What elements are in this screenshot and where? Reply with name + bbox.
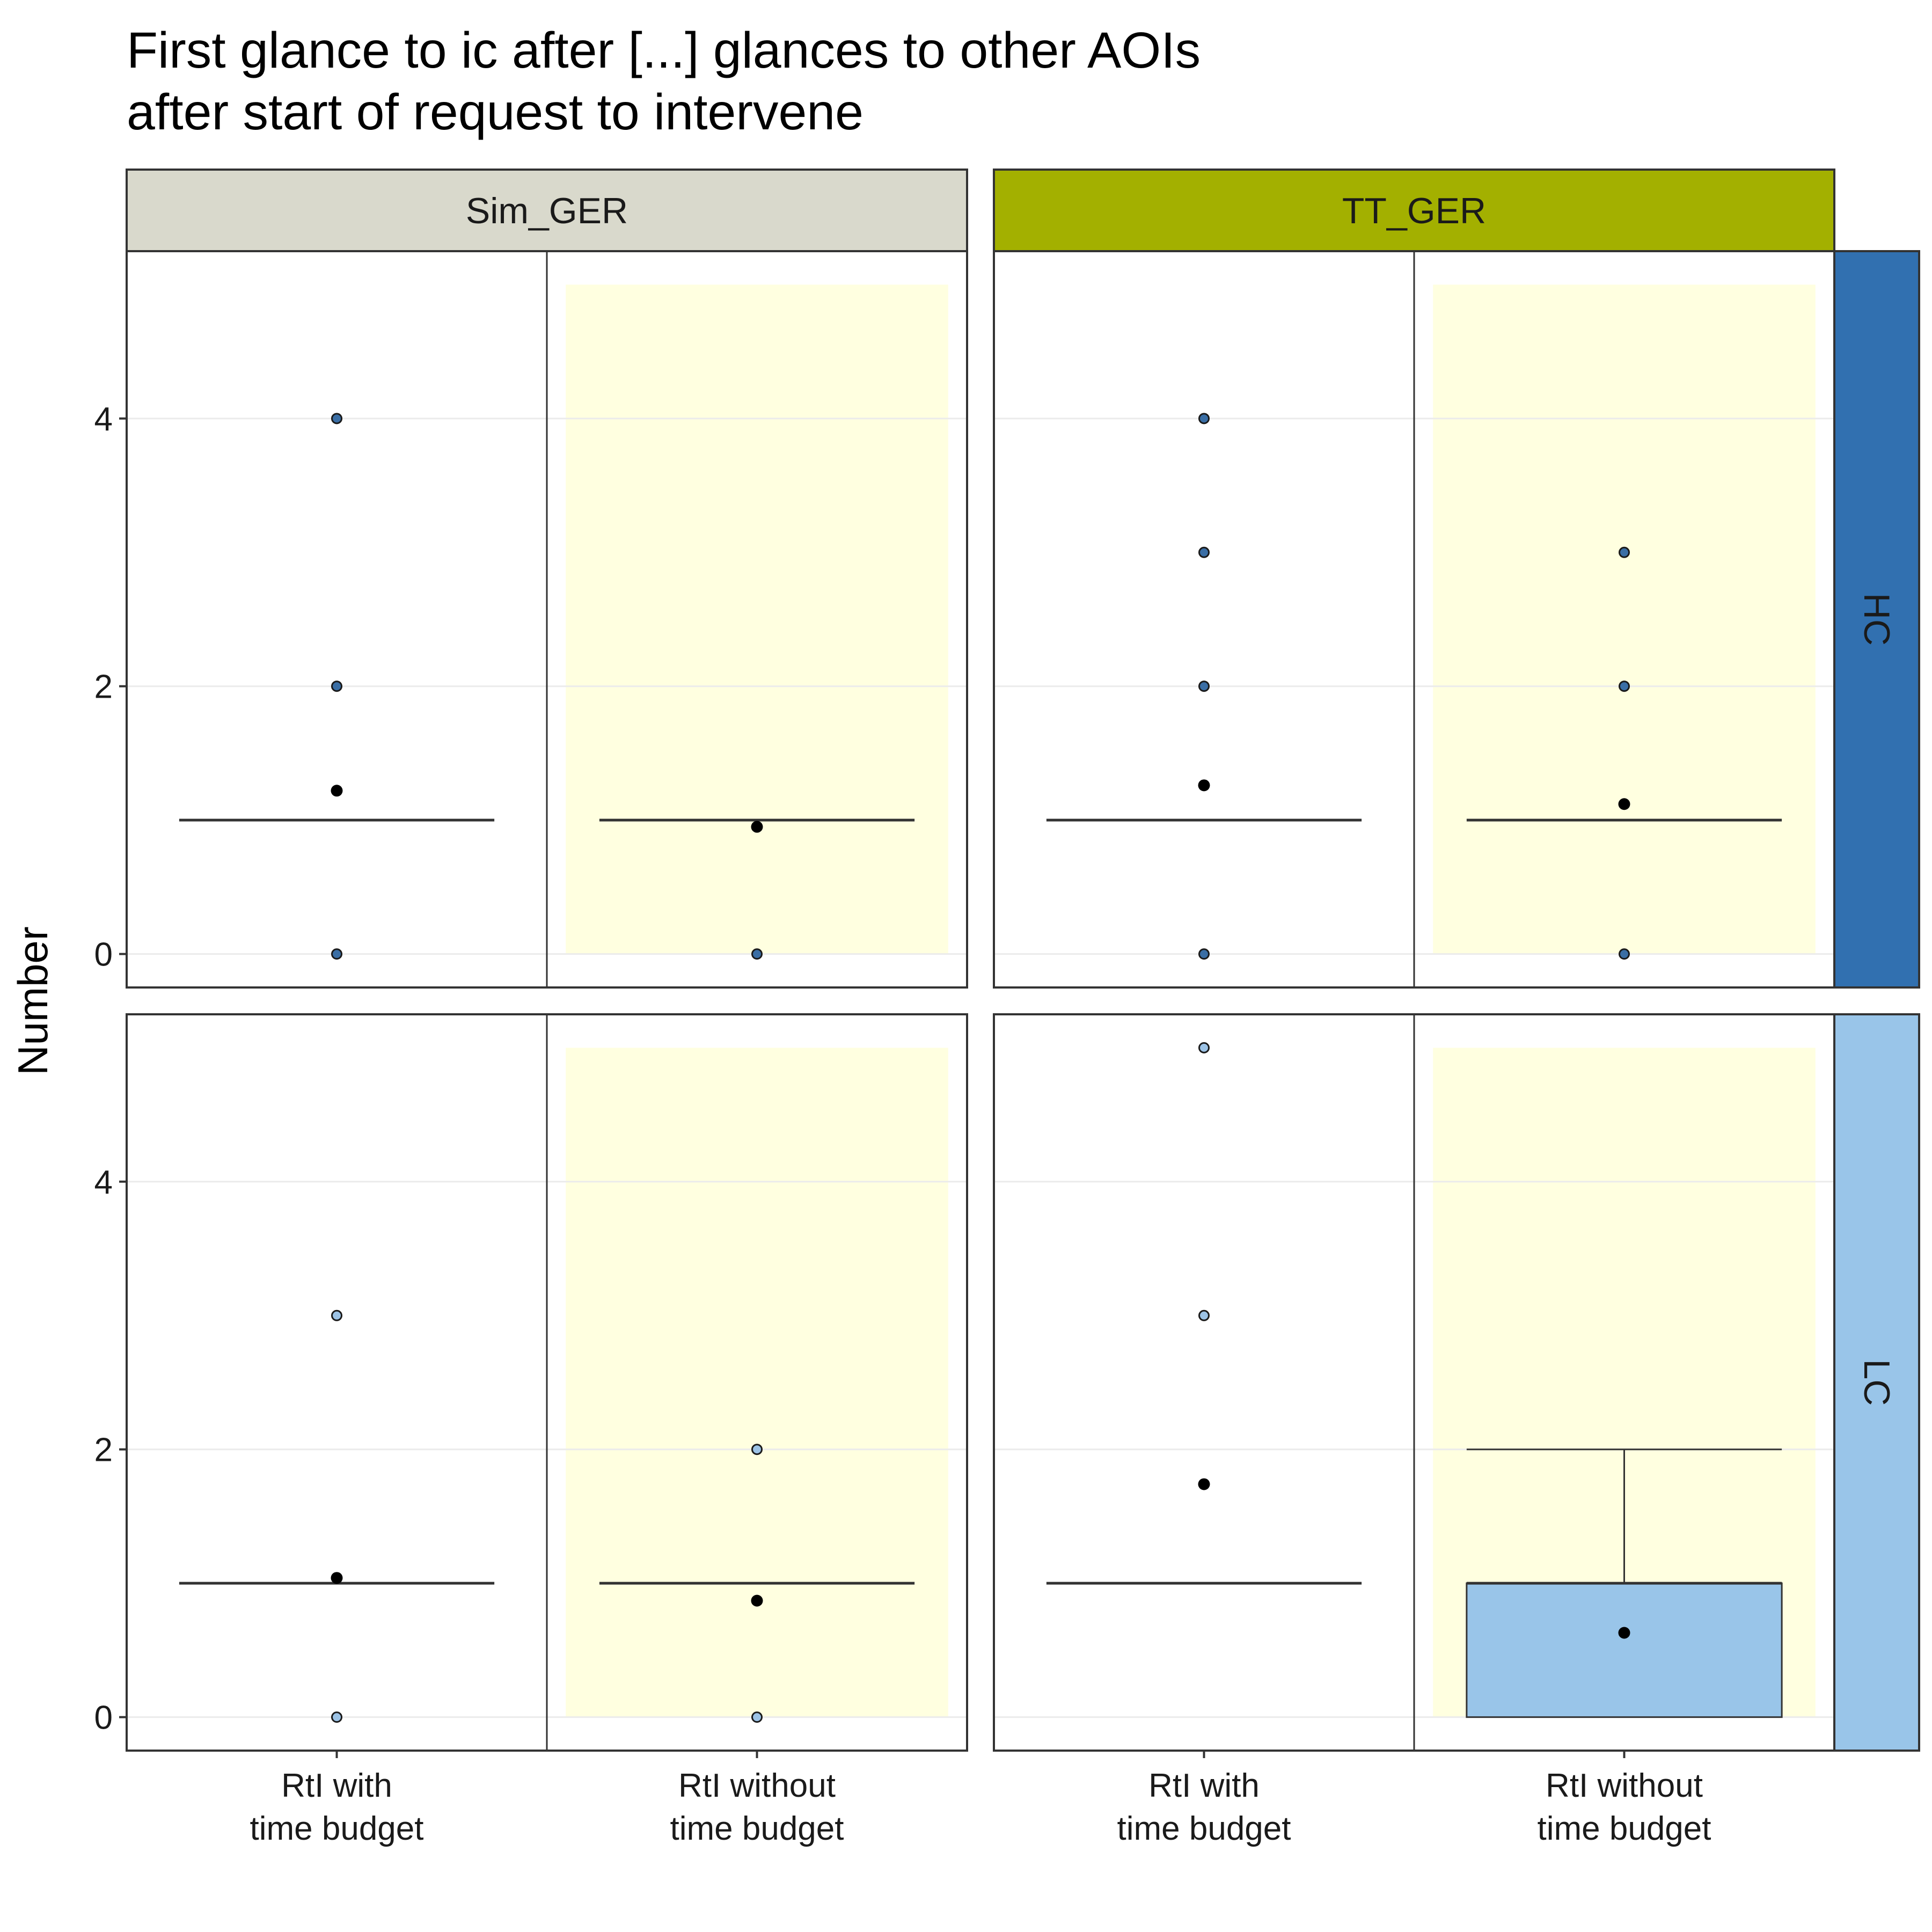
box-with-time-budget [179,413,495,960]
x-tick-label: time budget [1538,1810,1711,1847]
box-with-time-budget [1046,413,1362,960]
outlier-point [1619,546,1630,558]
mean-point [1618,798,1630,810]
strip-TT_GER [993,169,1835,252]
box-with-time-budget [179,1309,495,1723]
mean-point [1618,1627,1630,1639]
panel-Sim_GER-HC [126,250,968,989]
y-tick-label: 4 [94,1164,113,1201]
outlier-point [1198,1042,1210,1053]
outlier-point [1619,680,1630,692]
outlier-point [331,948,342,960]
outlier-point [331,1711,342,1723]
strip-label-TT_GER: TT_GER [1342,191,1486,231]
box-without-time-budget [599,1444,915,1723]
chart-title-line-2: after start of request to intervene [127,84,863,141]
box-without-time-budget [599,818,915,960]
outlier-point [1198,546,1210,558]
y-tick-label: 0 [94,1700,113,1737]
highlight-band [566,284,948,954]
highlight-band [1433,284,1816,954]
y-tick-label: 2 [94,1432,113,1469]
x-tick-label: time budget [1117,1810,1291,1847]
mean-point [1198,779,1210,792]
y-tick-label: 0 [94,936,113,974]
mean-point [331,785,343,797]
y-axis-title: Number [9,926,56,1075]
outlier-point [331,680,342,692]
outlier-point [1198,1309,1210,1321]
y-tick-label: 2 [94,669,113,706]
outlier-point [751,1444,763,1455]
plot-area: Sim_GER TT_GER HC LC 0 2 4 0 2 4 RtI with time budg… [9,169,1920,1847]
strip-HC [1833,250,1920,989]
x-tick-label: RtI without [1546,1767,1703,1804]
strip-LC [1833,1013,1920,1752]
outlier-point [1198,948,1210,960]
panel-TT_GER-HC [993,250,1835,989]
mean-point [1198,1478,1210,1490]
x-tick-label: RtI with [281,1767,392,1804]
box-without-time-budget [1466,1448,1783,1718]
outlier-point [1619,948,1630,960]
strip-label-LC: LC [1856,1359,1897,1406]
mean-point [331,1572,343,1584]
outlier-point [1198,680,1210,692]
box-without-time-budget [1466,546,1782,960]
y-tick-label: 4 [94,401,113,438]
outlier-point [331,413,342,425]
x-tick-label: time budget [250,1810,424,1847]
panel-TT_GER-LC [993,1013,1835,1752]
highlight-band [566,1048,948,1717]
panel-Sim_GER-LC [126,1013,968,1752]
mean-point [751,821,763,833]
x-tick-label: RtI with [1148,1767,1260,1804]
outlier-point [751,948,763,960]
chart-title-line-1: First glance to ic after [...] glances t… [127,22,1201,79]
strip-label-Sim_GER: Sim_GER [466,191,628,231]
strip-label-HC: HC [1856,593,1897,646]
strip-Sim_GER [126,169,968,252]
box-with-time-budget [1046,1042,1362,1585]
x-tick-label: time budget [670,1810,844,1847]
x-tick-label: RtI without [678,1767,836,1804]
outlier-point [751,1711,763,1723]
mean-point [751,1594,763,1607]
outlier-point [331,1309,342,1321]
panel-border [126,1013,968,1752]
box-body [1466,1582,1783,1718]
outlier-point [1198,413,1210,425]
